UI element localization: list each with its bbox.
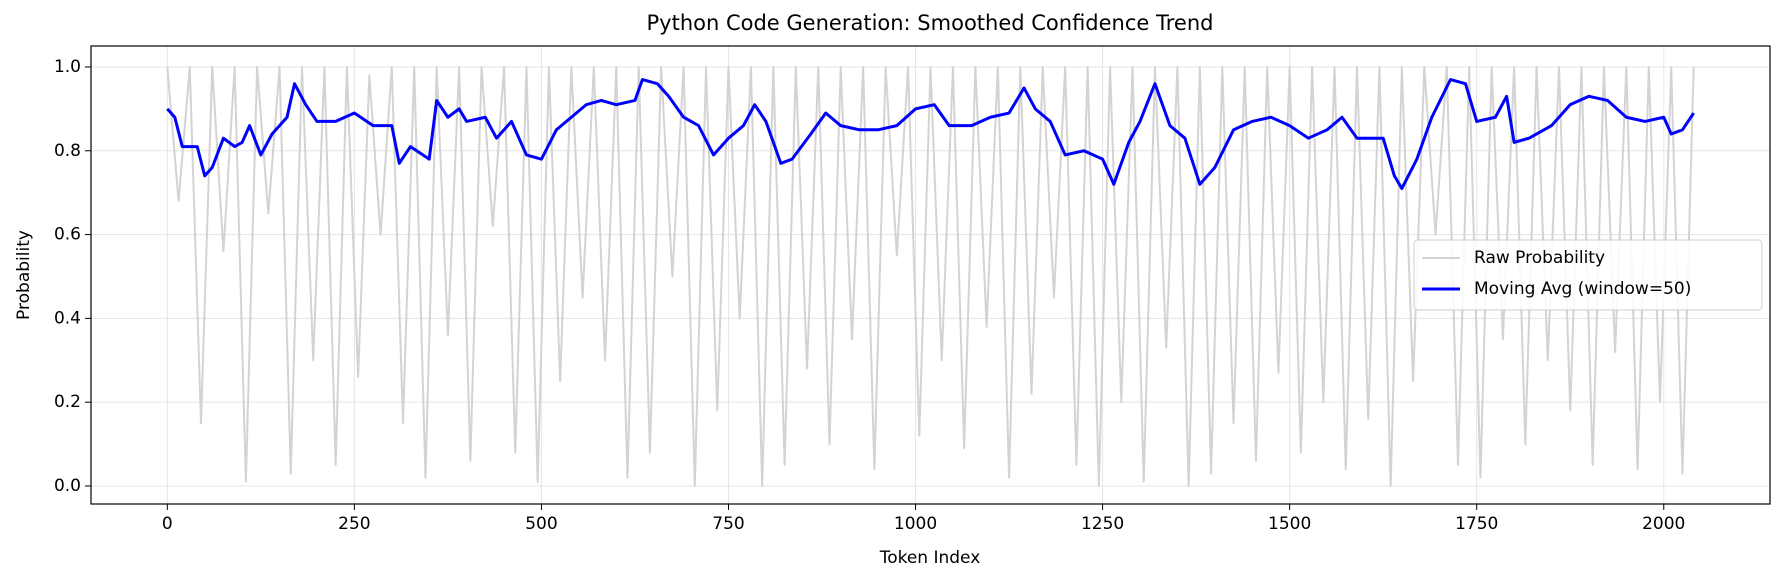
legend-box: [1413, 239, 1763, 311]
x-tick-label: 1500: [1268, 514, 1311, 534]
y-axis-label: Probability: [14, 230, 34, 320]
x-axis-label: Token Index: [879, 548, 981, 568]
x-tick-label: 750: [712, 514, 744, 534]
legend-label: Moving Avg (window=50): [1474, 279, 1691, 299]
x-tick-label: 1750: [1455, 514, 1498, 534]
x-tick-label: 1000: [894, 514, 937, 534]
series-line: [166, 78, 1695, 190]
y-tick-label: 1.0: [54, 57, 81, 77]
x-tick-label: 500: [525, 514, 557, 534]
plot-frame: [90, 45, 1771, 505]
y-tick-label: 0.2: [54, 392, 81, 412]
y-tick-label: 0.8: [54, 141, 81, 161]
x-tick-label: 2000: [1642, 514, 1685, 534]
x-tick-label: 250: [338, 514, 370, 534]
chart-title: Python Code Generation: Smoothed Confide…: [647, 11, 1214, 35]
x-tick-label: 0: [162, 514, 173, 534]
y-tick-label: 0.0: [54, 476, 81, 496]
y-tick-label: 0.4: [54, 308, 81, 328]
x-tick-label: 1250: [1081, 514, 1124, 534]
legend-label: Raw Probability: [1474, 248, 1605, 268]
series-line: [166, 65, 1695, 487]
y-tick-label: 0.6: [54, 225, 81, 245]
legend: Raw Probability Moving Avg (window=50): [1413, 239, 1763, 311]
